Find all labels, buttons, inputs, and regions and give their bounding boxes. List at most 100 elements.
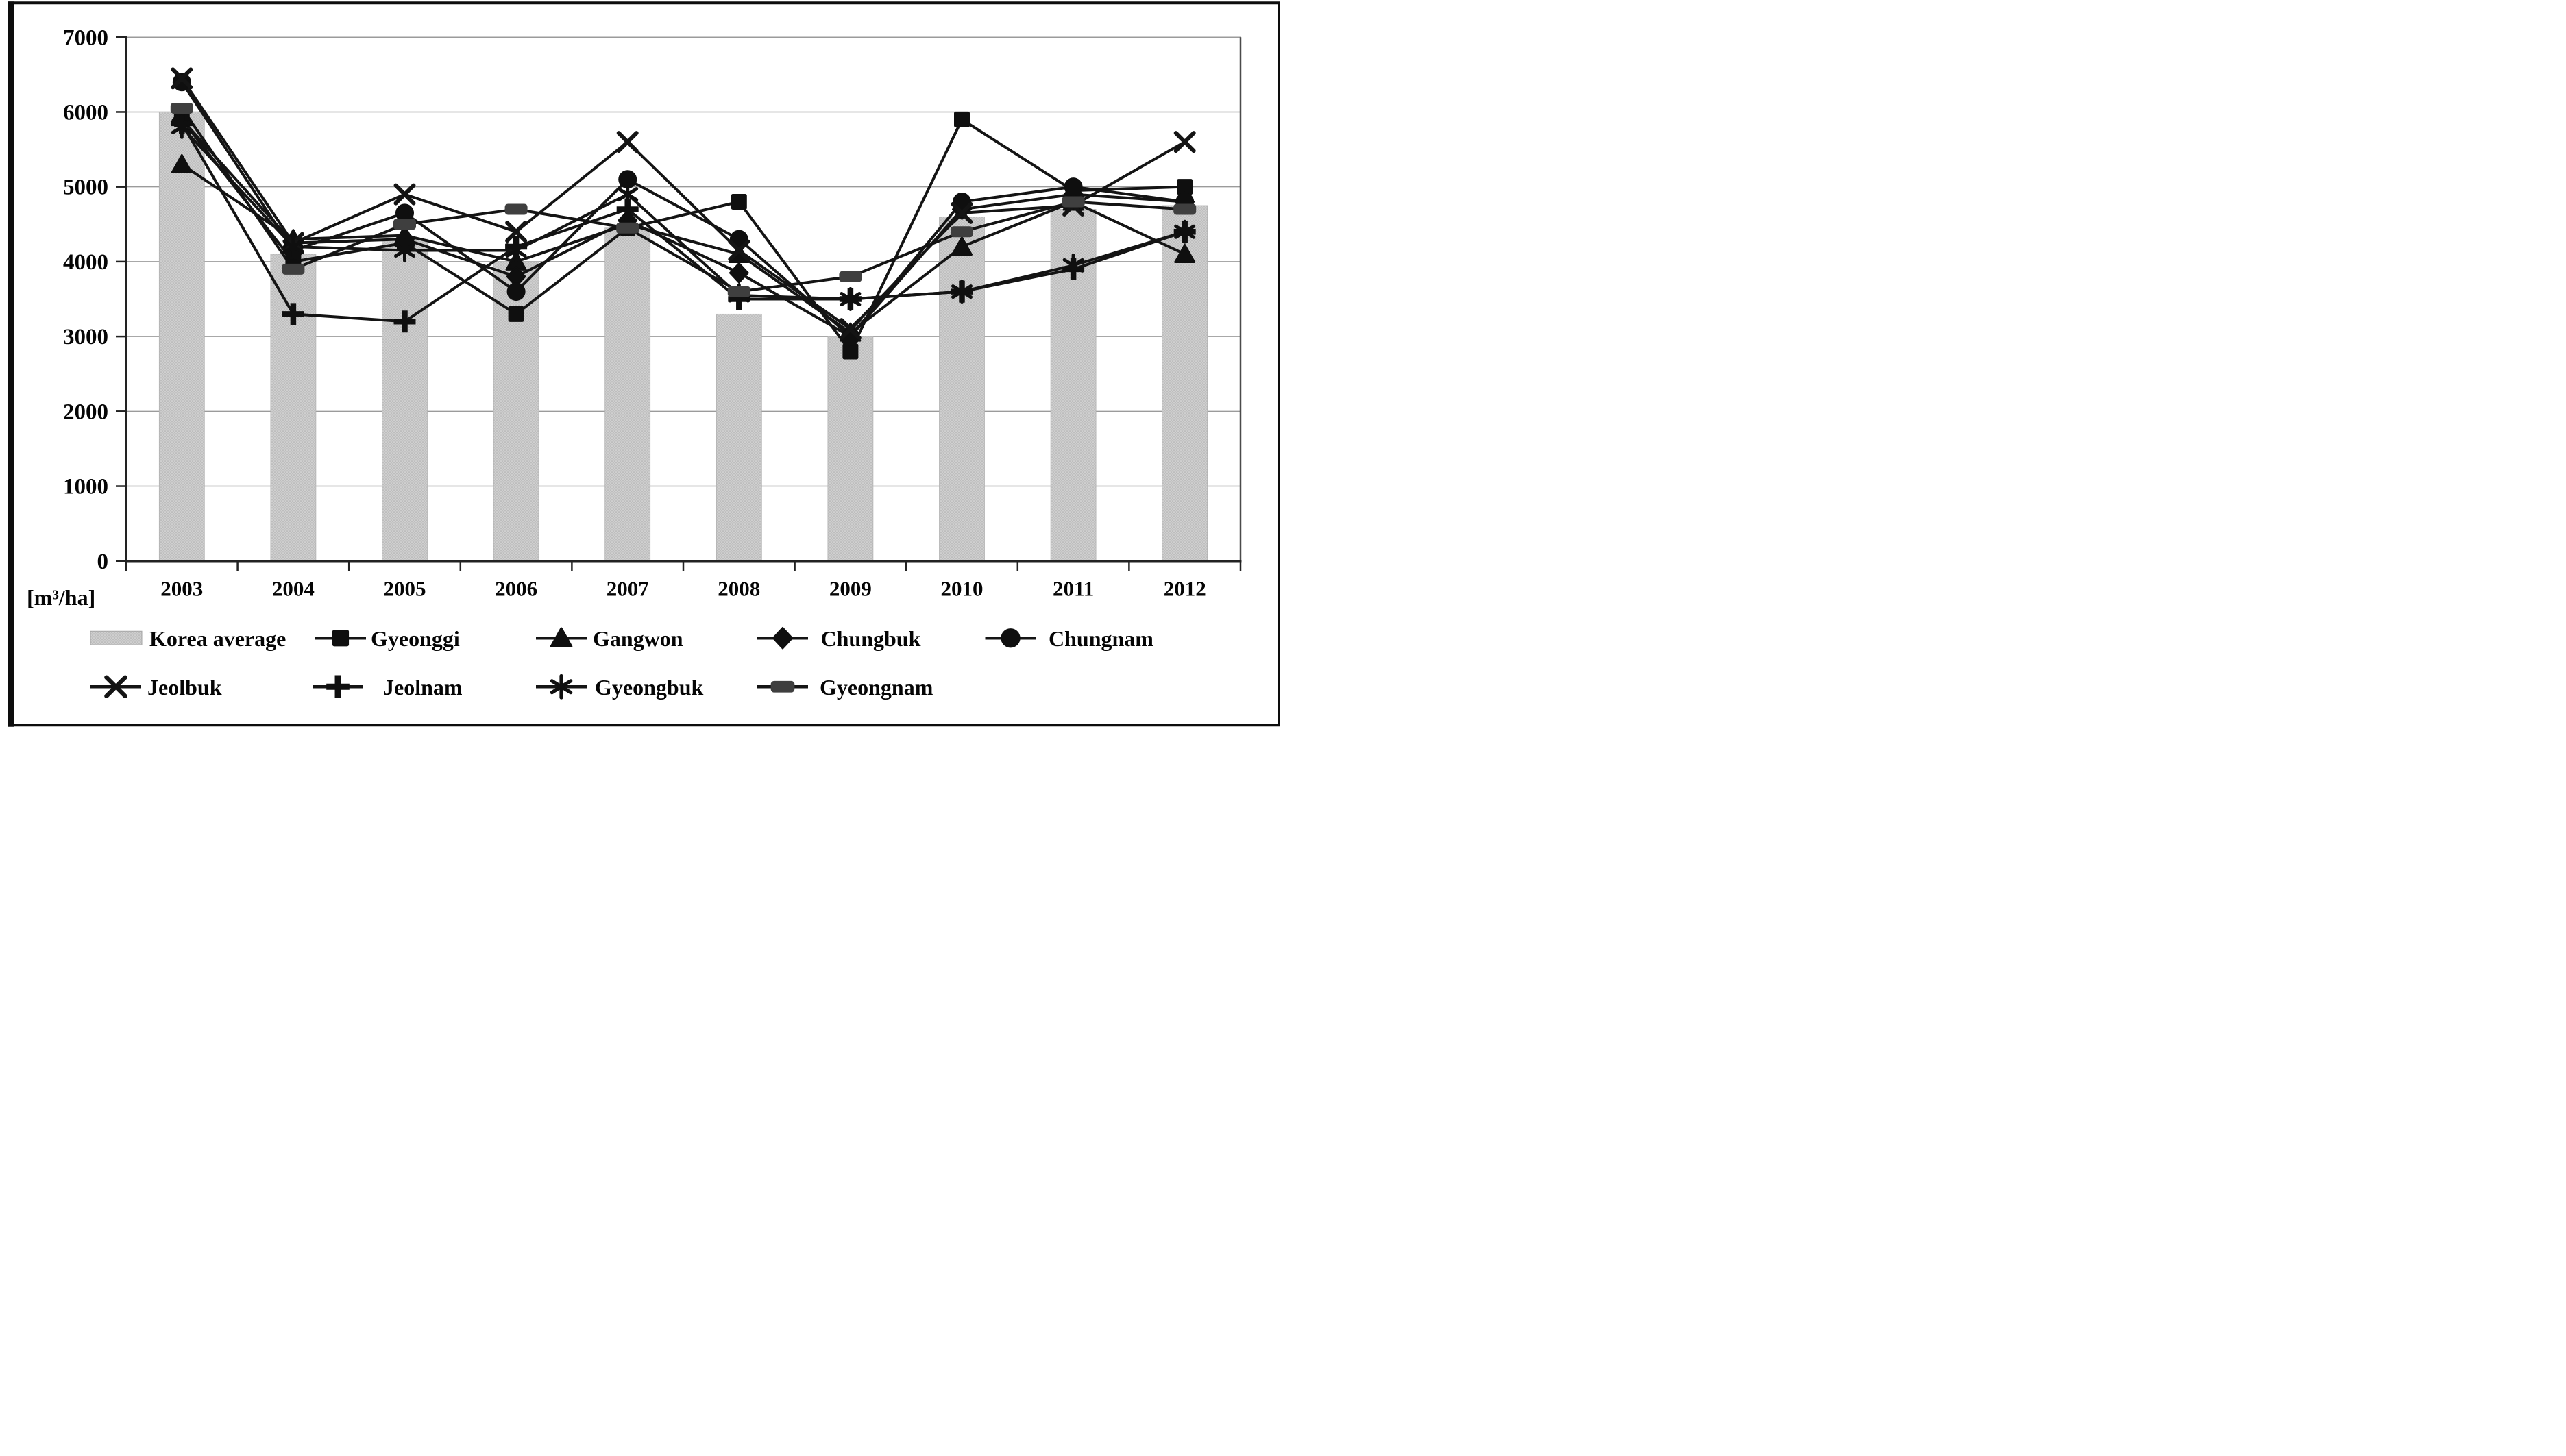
- marker-jeolbuk-2005: [393, 183, 416, 206]
- bar-2009: [827, 336, 874, 562]
- legend-item-jeolbuk: Jeolbuk: [90, 675, 222, 700]
- legend-label-jeolnam: Jeolnam: [383, 675, 463, 700]
- marker-jeolbuk-2009: [839, 318, 862, 341]
- x-tick-label-2012: 2012: [1164, 576, 1206, 600]
- marker-chungnam-2006: [506, 282, 526, 301]
- series-line-jeolbuk: [180, 77, 1186, 331]
- marker-gyeongbuk-2003: [171, 114, 193, 139]
- marker-gyeongnam-2004: [282, 263, 305, 275]
- marker-gyeongbuk-2005: [394, 238, 415, 263]
- marker-jeolnam-2005: [393, 310, 416, 333]
- series-line-chungnam: [180, 80, 1186, 338]
- marker-gyeonggi-2009: [842, 343, 859, 360]
- bar-2005: [382, 238, 428, 562]
- x-tick-label-2009: 2009: [829, 576, 872, 600]
- figure-border-left: [8, 1, 14, 727]
- marker-gangwon-2003: [171, 153, 193, 173]
- marker-gyeongnam-2009: [839, 271, 862, 282]
- x-tick-label-2007: 2007: [607, 576, 649, 600]
- legend-item-jeolnam: Jeolnam: [313, 675, 463, 700]
- x-tick-label-2011: 2011: [1053, 576, 1094, 600]
- chart-figure: 0 1000 2000 3000 4000 5000 6000 7000 2003 2004 200…: [0, 0, 1283, 728]
- marker-gyeonggi-2010: [954, 111, 970, 127]
- marker-gangwon-2010: [951, 236, 973, 256]
- legend-marker-jeolnam: [326, 675, 350, 699]
- marker-jeolbuk-2003: [171, 67, 193, 90]
- legend-marker-chungbuk: [772, 626, 794, 650]
- marker-gangwon-2012: [1174, 243, 1196, 263]
- y-tick-label-2000: 2000: [63, 399, 108, 424]
- legend-item-gyeongnam: Gyeongnam: [757, 675, 933, 700]
- legend-label-korea-average: Korea average: [149, 626, 286, 651]
- legend-label-chungnam: Chungnam: [1049, 626, 1153, 651]
- y-tick-label-1000: 1000: [63, 475, 108, 499]
- x-tick-label-2005: 2005: [384, 576, 426, 600]
- marker-chungnam-2003: [172, 73, 191, 92]
- legend-item-korea-average: Korea average: [90, 626, 286, 651]
- y-tick-label-0: 0: [97, 550, 109, 574]
- legend-marker-gyeonggi: [332, 630, 350, 647]
- axis-ticks: [116, 36, 1242, 571]
- legend-label-gyeongbuk: Gyeongbuk: [595, 675, 703, 700]
- y-tick-label-6000: 6000: [63, 100, 108, 125]
- marker-gyeongnam-2008: [727, 286, 750, 297]
- legend-marker-gangwon: [550, 627, 573, 647]
- legend: Korea average Gyeonggi Gangwon Chungbuk Chun…: [90, 626, 1153, 700]
- series-line-gyeongnam: [180, 107, 1186, 293]
- marker-gyeongbuk-2006: [505, 238, 527, 263]
- legend-item-gyeongbuk: Gyeongbuk: [536, 674, 703, 700]
- marker-chungnam-2011: [1064, 177, 1083, 197]
- series-line-gangwon: [180, 162, 1186, 334]
- x-tick-label-2010: 2010: [941, 576, 983, 600]
- series-lines: [180, 77, 1186, 353]
- marker-gyeongnam-2005: [393, 219, 416, 230]
- series-line-chungbuk: [180, 118, 1186, 338]
- marker-gyeongnam-2012: [1173, 203, 1197, 215]
- x-tick-label-2008: 2008: [718, 576, 760, 600]
- marker-gyeonggi-2006: [508, 306, 524, 322]
- bar-2007: [604, 227, 651, 562]
- legend-swatch-korea-average: [90, 630, 143, 645]
- marker-gyeonggi-2008: [731, 194, 747, 210]
- legend-item-chungnam: Chungnam: [985, 626, 1153, 651]
- marker-gyeongbuk-2012: [1174, 219, 1196, 244]
- bar-2003: [158, 112, 205, 562]
- y-tick-label-7000: 7000: [63, 25, 108, 50]
- marker-gyeonggi-2012: [1177, 179, 1193, 195]
- bar-series-korea-average: [158, 112, 1208, 562]
- legend-marker-chungnam: [1001, 628, 1021, 648]
- series-line-gyeongbuk: [180, 125, 1186, 301]
- legend-label-chungbuk: Chungbuk: [821, 626, 921, 651]
- legend-marker-jeolbuk: [104, 675, 127, 699]
- marker-gyeongnam-2003: [170, 103, 193, 114]
- marker-gyeongbuk-2007: [617, 182, 639, 207]
- marker-jeolbuk-2012: [1173, 131, 1196, 153]
- legend-label-gyeonggi: Gyeonggi: [371, 626, 460, 651]
- marker-jeolbuk-2007: [616, 131, 639, 153]
- marker-gyeongnam-2011: [1062, 196, 1085, 208]
- y-tick-label-4000: 4000: [63, 250, 108, 275]
- bar-2004: [270, 254, 317, 562]
- legend-item-gangwon: Gangwon: [536, 626, 683, 651]
- marker-gyeongbuk-2010: [951, 280, 973, 304]
- marker-gyeongbuk-2011: [1062, 253, 1084, 277]
- x-tick-label-2006: 2006: [495, 576, 537, 600]
- x-axis-labels: 2003 2004 2005 2006 2007 2008 2009 2010 2011 2012: [160, 576, 1206, 600]
- series-line-jeolnam: [180, 121, 1186, 323]
- marker-jeolbuk-2006: [505, 221, 528, 243]
- marker-chungnam-2007: [618, 170, 637, 189]
- x-tick-label-2004: 2004: [272, 576, 315, 600]
- marker-gyeongbuk-2009: [840, 287, 862, 311]
- marker-jeolnam-2004: [282, 303, 304, 325]
- marker-gyeongnam-2010: [951, 226, 973, 238]
- y-axis-unit-label: [m³/ha]: [27, 585, 95, 610]
- marker-gyeongnam-2006: [504, 203, 528, 215]
- bar-2010: [939, 216, 985, 562]
- legend-marker-gyeongnam: [770, 680, 795, 693]
- marker-chungnam-2005: [395, 203, 414, 223]
- legend-item-chungbuk: Chungbuk: [757, 626, 921, 651]
- marker-chungbuk-2008: [729, 262, 749, 284]
- legend-item-gyeonggi: Gyeonggi: [315, 626, 460, 651]
- x-tick-label-2003: 2003: [160, 576, 203, 600]
